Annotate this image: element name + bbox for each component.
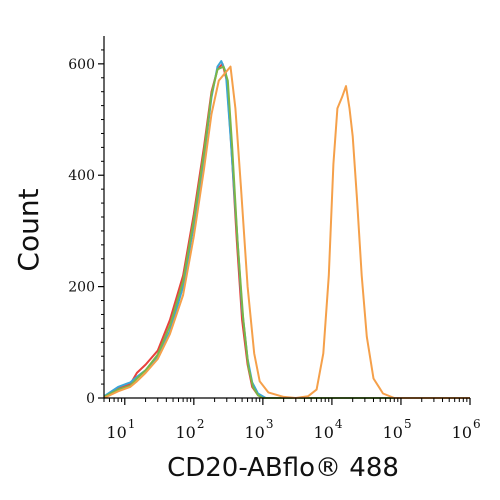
x-tick-base: 10	[175, 423, 195, 442]
y-tick-label: 400	[68, 168, 95, 184]
x-tick-exponent: 2	[197, 417, 205, 431]
y-axis-label: Count	[12, 188, 45, 271]
x-tick-exponent: 5	[404, 417, 412, 431]
y-tick-label: 0	[86, 391, 95, 407]
x-tick-base: 10	[383, 423, 403, 442]
series-line-4	[103, 65, 470, 399]
y-tick-label: 200	[68, 280, 95, 296]
x-tick-base: 10	[452, 423, 472, 442]
series-line-1	[103, 62, 470, 399]
x-tick-base: 10	[106, 423, 126, 442]
x-tick-exponent: 1	[128, 417, 136, 431]
axes-layer	[103, 36, 470, 399]
series-line-3	[103, 65, 470, 399]
x-tick-exponent: 6	[473, 417, 481, 431]
x-axis-label: CD20-ABflo® 488	[167, 453, 399, 483]
x-tick-base: 10	[314, 423, 334, 442]
x-tick-exponent: 4	[335, 417, 343, 431]
x-tick-base: 10	[245, 423, 265, 442]
y-tick-label: 600	[68, 57, 95, 73]
series-layer	[103, 60, 470, 399]
x-tick-exponent: 3	[266, 417, 274, 431]
